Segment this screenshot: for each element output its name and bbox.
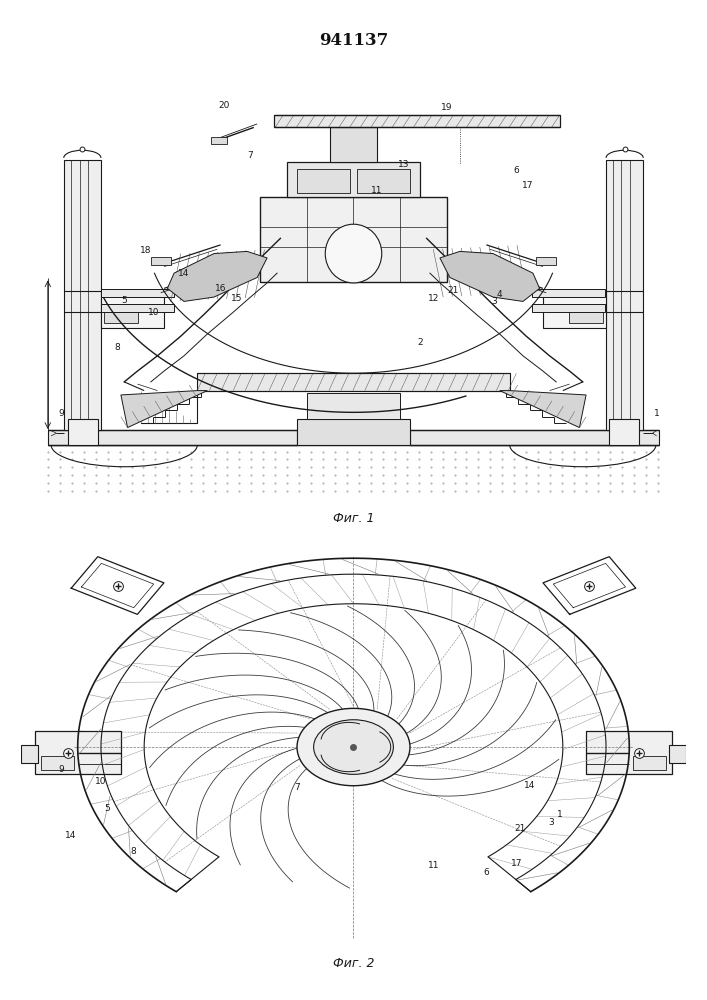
Polygon shape <box>168 251 267 301</box>
Text: 12: 12 <box>428 294 439 303</box>
Bar <box>532 289 605 297</box>
Text: 1: 1 <box>556 810 562 819</box>
Polygon shape <box>440 251 539 301</box>
Text: 3: 3 <box>549 818 554 827</box>
Text: 15: 15 <box>231 294 243 303</box>
Bar <box>357 169 410 193</box>
Bar <box>633 756 666 770</box>
Bar <box>48 430 297 445</box>
Text: 11: 11 <box>371 186 382 195</box>
Polygon shape <box>500 391 586 428</box>
Bar <box>260 197 447 282</box>
Bar <box>41 756 74 770</box>
Text: 9: 9 <box>58 409 64 418</box>
Text: 2: 2 <box>417 338 423 347</box>
Text: 6: 6 <box>484 868 489 877</box>
Text: 5: 5 <box>122 296 127 305</box>
Bar <box>274 115 559 127</box>
Bar <box>537 257 556 265</box>
Text: 10: 10 <box>95 777 107 786</box>
Text: 3: 3 <box>491 297 497 306</box>
Bar <box>586 731 672 774</box>
Text: 21: 21 <box>448 286 459 295</box>
Text: 14: 14 <box>178 269 189 278</box>
Bar <box>297 419 410 445</box>
Bar <box>151 257 171 265</box>
Bar <box>532 304 605 312</box>
Bar <box>64 160 101 430</box>
Bar <box>543 291 606 328</box>
Text: 7: 7 <box>294 784 300 792</box>
Text: 10: 10 <box>148 308 160 317</box>
Bar <box>410 430 659 445</box>
Text: 1: 1 <box>654 409 660 418</box>
Bar <box>197 373 510 391</box>
Text: Фиг. 1: Фиг. 1 <box>333 512 374 525</box>
Bar <box>297 169 350 193</box>
Ellipse shape <box>325 224 382 283</box>
Bar <box>211 137 227 144</box>
Bar <box>307 393 400 419</box>
Text: 5: 5 <box>105 804 110 813</box>
Bar <box>105 310 137 323</box>
Circle shape <box>297 708 410 786</box>
Bar <box>287 162 420 197</box>
Bar <box>101 291 164 328</box>
Text: 14: 14 <box>65 831 77 840</box>
Text: 6: 6 <box>513 166 519 175</box>
Text: 11: 11 <box>428 861 439 870</box>
Text: 20: 20 <box>348 718 359 727</box>
Text: 20: 20 <box>218 101 230 110</box>
Text: 21: 21 <box>514 824 525 833</box>
Text: 14: 14 <box>524 781 535 790</box>
Text: 16: 16 <box>215 284 226 293</box>
Text: 17: 17 <box>522 181 533 190</box>
Circle shape <box>314 720 393 774</box>
Text: 941137: 941137 <box>319 32 388 49</box>
Bar <box>21 745 38 763</box>
Text: 9: 9 <box>58 765 64 774</box>
Text: Фиг. 2: Фиг. 2 <box>333 957 374 970</box>
Text: 8: 8 <box>115 343 120 352</box>
Bar <box>35 731 121 774</box>
Text: 17: 17 <box>510 859 522 868</box>
Bar <box>330 127 377 162</box>
Bar <box>606 160 643 430</box>
Text: 18: 18 <box>141 246 152 255</box>
Text: 13: 13 <box>397 160 409 169</box>
Text: 19: 19 <box>440 103 452 112</box>
Text: 7: 7 <box>247 151 253 160</box>
Polygon shape <box>121 391 207 428</box>
Bar <box>101 304 174 312</box>
Bar <box>609 419 639 445</box>
Bar <box>68 419 98 445</box>
Text: 8: 8 <box>130 847 136 856</box>
Bar <box>569 310 602 323</box>
Text: 4: 4 <box>497 290 503 299</box>
Bar <box>669 745 686 763</box>
Bar <box>101 289 174 297</box>
